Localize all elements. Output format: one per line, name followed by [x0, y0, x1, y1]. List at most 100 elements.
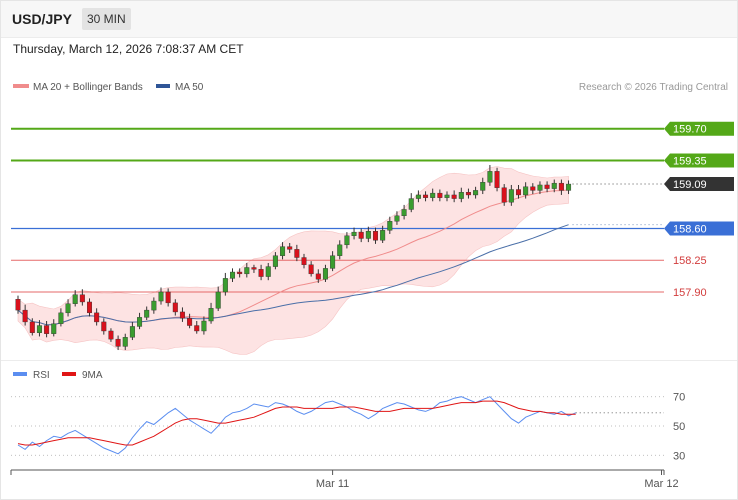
candle-body[interactable] — [508, 189, 514, 203]
candle-body[interactable] — [330, 255, 336, 269]
candle-body[interactable] — [337, 244, 343, 256]
ma50-legend-label: MA 50 — [175, 82, 204, 93]
candle-body[interactable] — [458, 192, 464, 199]
candle-body[interactable] — [29, 321, 35, 333]
timeframe-button[interactable]: 30 MIN — [82, 8, 131, 30]
candle-body[interactable] — [58, 312, 64, 324]
candle-body[interactable] — [137, 317, 143, 327]
rsi-ma-swatch — [62, 372, 76, 376]
candle-body[interactable] — [423, 194, 429, 198]
candle-body[interactable] — [566, 183, 572, 191]
candle-body[interactable] — [480, 182, 486, 191]
candle-body[interactable] — [115, 338, 121, 347]
rsi-ma-line — [17, 400, 576, 446]
candle-body[interactable] — [387, 221, 393, 231]
candle-body[interactable] — [287, 246, 293, 250]
current-price-label: 159.09 — [673, 179, 707, 191]
candle-body[interactable] — [516, 189, 522, 196]
candle-body[interactable] — [530, 186, 536, 191]
candle-body[interactable] — [544, 184, 550, 189]
candle-body[interactable] — [315, 273, 321, 280]
candle-body[interactable] — [65, 303, 71, 314]
x-tick-label: Mar 12 — [644, 478, 678, 490]
candle-body[interactable] — [251, 267, 257, 270]
candle-body[interactable] — [51, 323, 57, 334]
candle-body[interactable] — [401, 209, 407, 217]
rsi-tick-30: 30 — [673, 450, 685, 462]
level-label-157-90: 157.90 — [673, 287, 707, 299]
candle-body[interactable] — [179, 311, 185, 319]
candle-body[interactable] — [265, 266, 271, 277]
candle-body[interactable] — [101, 321, 107, 332]
candle-body[interactable] — [222, 278, 228, 293]
candle-body[interactable] — [158, 291, 164, 302]
rsi-legend-label: RSI — [33, 370, 50, 381]
candle-body[interactable] — [365, 231, 371, 239]
candle-body[interactable] — [108, 330, 114, 340]
rsi-line — [17, 396, 576, 455]
candle-body[interactable] — [272, 255, 278, 267]
candle-body[interactable] — [72, 294, 78, 304]
x-tick-label: Mar 11 — [316, 478, 349, 490]
candle-body[interactable] — [15, 299, 21, 311]
current-price-tag[interactable] — [664, 177, 734, 192]
candles[interactable] — [15, 165, 572, 351]
candle-body[interactable] — [129, 326, 135, 338]
candle-body[interactable] — [415, 194, 421, 199]
rsi-panel[interactable]: 70 50 30 — [11, 392, 685, 463]
candle-body[interactable] — [501, 187, 507, 203]
candle-body[interactable] — [44, 325, 50, 334]
candle-body[interactable] — [122, 337, 128, 347]
candle-body[interactable] — [165, 291, 171, 304]
candle-body[interactable] — [465, 192, 471, 196]
candle-body[interactable] — [494, 171, 500, 188]
candle-body[interactable] — [322, 268, 328, 280]
candle-body[interactable] — [280, 246, 286, 256]
candle-body[interactable] — [437, 192, 443, 198]
level-label-158-60: 158.60 — [673, 224, 707, 236]
candle-body[interactable] — [523, 186, 529, 196]
candle-body[interactable] — [487, 171, 493, 183]
candle-body[interactable] — [358, 231, 364, 239]
candle-body[interactable] — [558, 182, 564, 191]
candle-body[interactable] — [22, 309, 28, 323]
candle-body[interactable] — [444, 194, 450, 198]
candle-body[interactable] — [229, 271, 235, 279]
candle-body[interactable] — [351, 231, 357, 236]
candle-body[interactable] — [451, 194, 457, 199]
candle-body[interactable] — [172, 302, 178, 313]
candle-body[interactable] — [94, 312, 100, 323]
candle-body[interactable] — [258, 269, 264, 277]
candle-body[interactable] — [301, 257, 307, 265]
candle-body[interactable] — [194, 325, 200, 332]
level-tag-158-60[interactable] — [664, 221, 734, 236]
candle-body[interactable] — [308, 264, 314, 275]
candle-body[interactable] — [237, 271, 243, 275]
candle-body[interactable] — [430, 192, 436, 198]
candle-body[interactable] — [394, 215, 400, 222]
candle-body[interactable] — [473, 190, 479, 196]
candle-body[interactable] — [79, 294, 85, 303]
candle-body[interactable] — [201, 320, 207, 332]
candle-body[interactable] — [144, 309, 150, 318]
candle-body[interactable] — [151, 300, 157, 311]
candle-body[interactable] — [344, 235, 350, 246]
candle-body[interactable] — [187, 318, 193, 326]
candle-body[interactable] — [215, 291, 221, 309]
candle-body[interactable] — [208, 308, 214, 322]
legend-rsi: RSI 9MA — [13, 370, 103, 381]
candle-body[interactable] — [537, 184, 543, 191]
candle-body[interactable] — [551, 182, 557, 189]
candle-body[interactable] — [86, 301, 92, 314]
candle-body[interactable] — [373, 231, 379, 241]
rsi-swatch — [13, 372, 27, 376]
candle-body[interactable] — [294, 249, 300, 258]
candle-body[interactable] — [380, 230, 386, 241]
level-tag-159-35[interactable] — [664, 153, 734, 168]
symbol-label[interactable]: USD/JPY — [12, 11, 72, 27]
candle-body[interactable] — [36, 325, 42, 333]
candle-body[interactable] — [408, 198, 414, 210]
level-tag-159-70[interactable] — [664, 121, 734, 136]
candle-body[interactable] — [244, 267, 250, 275]
